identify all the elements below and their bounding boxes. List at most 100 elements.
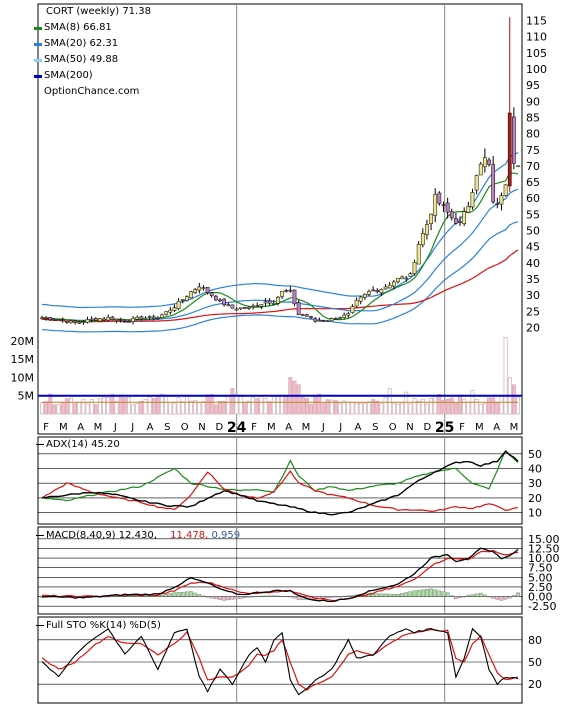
volume-bar — [449, 397, 454, 415]
macd-histogram-bar — [458, 596, 462, 598]
macd-histogram-bar — [433, 589, 438, 597]
price-tick-label: 105 — [526, 47, 547, 60]
volume-bar — [242, 402, 247, 415]
volume-bar — [350, 401, 355, 415]
volume-bar — [222, 401, 227, 415]
candle-body — [466, 206, 471, 213]
macd-histogram-bar — [329, 596, 334, 598]
volume-bar — [213, 404, 218, 415]
candle-body — [180, 299, 185, 301]
x-tick-label: J — [338, 422, 342, 433]
macd-tick-label: 10.00 — [528, 552, 560, 565]
macd-histogram-bar — [350, 595, 355, 597]
macd-histogram-bar — [226, 596, 231, 601]
volume-bar — [81, 399, 86, 415]
candle-body — [64, 320, 69, 323]
volume-bar — [85, 403, 90, 415]
candle-body — [284, 290, 289, 292]
x-tick-label: 25 — [435, 420, 454, 436]
macd-histogram-bar — [503, 596, 508, 600]
macd-signal-value: 11.478, — [170, 530, 209, 541]
macd-histogram-bar — [110, 596, 115, 598]
volume-bar — [172, 402, 177, 415]
candle-body — [358, 296, 363, 302]
x-tick-label: F — [251, 422, 257, 433]
volume-bar — [139, 401, 144, 415]
x-tick-label: F — [459, 422, 465, 433]
candle-body — [346, 313, 351, 316]
candle-body — [300, 314, 305, 316]
volume-bar — [437, 394, 442, 415]
candle-body — [234, 308, 239, 311]
candle-body — [114, 319, 119, 321]
volume-bar — [400, 402, 405, 415]
x-tick-label: A — [147, 422, 154, 433]
volume-bar — [234, 393, 239, 415]
macd-histogram-bar — [230, 596, 235, 600]
volume-bar — [77, 401, 82, 415]
volume-bar — [495, 402, 500, 415]
candle-body — [305, 314, 309, 317]
macd-histogram-bar — [147, 595, 152, 597]
volume-bar — [73, 403, 78, 415]
macd-histogram-bar — [238, 596, 243, 599]
macd-histogram-bar — [437, 590, 442, 597]
sto-tick-label: 80 — [528, 634, 542, 647]
macd-histogram-bar — [160, 594, 164, 597]
candle-body — [503, 184, 508, 196]
price-tick-label: 40 — [526, 257, 540, 270]
volume-tick-label: 10M — [11, 371, 35, 384]
macd-histogram-bar — [441, 591, 446, 597]
macd-histogram-bar — [449, 595, 454, 597]
candle-body — [317, 319, 322, 322]
volume-bar — [230, 388, 235, 415]
sma50-line — [42, 249, 519, 323]
volume-bar — [64, 398, 69, 415]
sma20-swatch — [34, 42, 42, 46]
sto-label-text: Full STO %K(14) %D(5) — [46, 620, 161, 631]
candle-body — [222, 298, 226, 306]
macd-histogram-bar — [379, 593, 384, 597]
candle-body — [280, 291, 284, 297]
volume-bar — [164, 394, 169, 415]
volume-bar — [516, 396, 520, 415]
volume-bar — [491, 397, 496, 415]
macd-histogram-bar — [404, 592, 409, 597]
macd-histogram-bar — [400, 593, 404, 597]
candle-body — [209, 292, 214, 297]
macd-histogram-bar — [325, 596, 330, 598]
legend-sma50: SMA(50) 49.88 — [34, 52, 151, 68]
price-panel-frame — [37, 3, 523, 435]
candle-body — [267, 300, 272, 304]
candle-body — [147, 316, 152, 318]
volume-bar — [305, 398, 309, 415]
x-tick-label: D — [423, 422, 431, 433]
volume-bar — [176, 397, 181, 415]
volume-bar — [412, 398, 417, 415]
macd-line — [41, 547, 519, 603]
candle-body — [197, 286, 202, 291]
volume-bar — [458, 394, 462, 415]
legend-sma20-label: SMA(20) 62.31 — [44, 38, 119, 49]
x-tick-label: M — [302, 422, 311, 433]
x-tick-label: M — [94, 422, 103, 433]
adx-label-text: ADX(14) 45.20 — [46, 439, 120, 450]
volume-bar — [52, 404, 57, 415]
macd-histogram-bar — [387, 593, 392, 597]
candle-body — [321, 320, 326, 322]
macd-label-text: MACD(8,40,9) 12.430, — [46, 530, 157, 541]
candle-body — [449, 211, 454, 219]
candle-body — [437, 192, 442, 204]
price-tick-label: 65 — [526, 176, 540, 189]
candle-body — [387, 284, 392, 289]
candle-body — [69, 320, 73, 323]
volume-bar — [151, 398, 156, 415]
volume-bar — [445, 399, 450, 415]
candle-body — [408, 273, 413, 277]
candle-body — [44, 317, 48, 320]
macd-histogram-bar — [135, 595, 140, 597]
price-tick-label: 25 — [526, 305, 540, 318]
volume-bar — [135, 403, 140, 415]
candle-body — [292, 289, 297, 305]
